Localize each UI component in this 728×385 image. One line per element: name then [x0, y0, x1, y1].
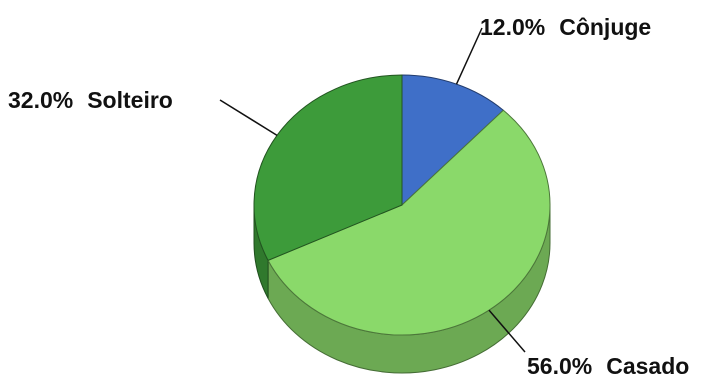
slice-label-conjuge: 12.0% Cônjuge — [480, 14, 651, 40]
leader-line-solteiro — [219, 99, 278, 136]
slice-solteiro — [253, 74, 403, 261]
slice-label-casado: 56.0% Casado — [527, 353, 689, 379]
leader-lines — [219, 27, 526, 353]
slice-label-solteiro: 32.0% Solteiro — [8, 87, 173, 113]
leader-line-conjuge — [455, 27, 483, 85]
pie-slices — [253, 74, 551, 336]
leader-line-casado — [488, 309, 526, 353]
